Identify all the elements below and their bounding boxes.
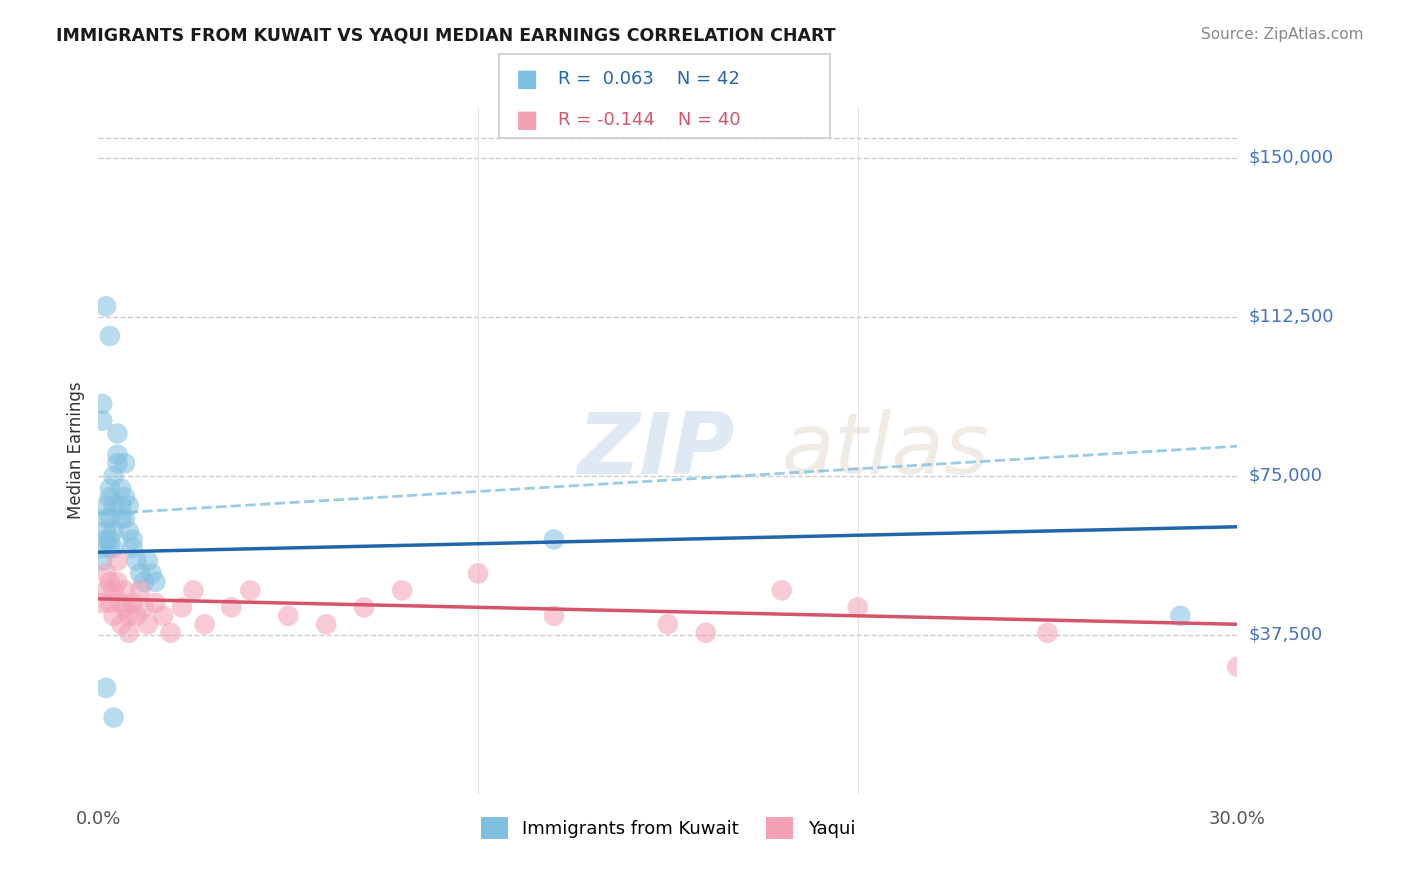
Point xyxy=(98,511,121,525)
Point xyxy=(125,608,148,623)
Point xyxy=(107,554,129,568)
Point xyxy=(129,583,152,598)
Point xyxy=(129,566,152,581)
Point xyxy=(110,617,132,632)
Point xyxy=(277,608,299,623)
Point xyxy=(91,414,114,428)
Point xyxy=(94,511,117,525)
Point xyxy=(94,499,117,513)
Point xyxy=(467,566,489,581)
Point xyxy=(543,533,565,547)
Text: IMMIGRANTS FROM KUWAIT VS YAQUI MEDIAN EARNINGS CORRELATION CHART: IMMIGRANTS FROM KUWAIT VS YAQUI MEDIAN E… xyxy=(56,27,835,45)
Text: $112,500: $112,500 xyxy=(1249,308,1334,326)
Point xyxy=(114,583,136,598)
Text: Source: ZipAtlas.com: Source: ZipAtlas.com xyxy=(1201,27,1364,42)
Point xyxy=(114,490,136,504)
Point xyxy=(221,600,243,615)
Point xyxy=(103,469,125,483)
Point xyxy=(98,596,121,610)
Point xyxy=(94,524,117,538)
Point xyxy=(91,554,114,568)
Point xyxy=(136,617,159,632)
Point xyxy=(121,596,143,610)
Point xyxy=(152,608,174,623)
Point xyxy=(103,710,125,724)
Point xyxy=(145,596,167,610)
Point xyxy=(110,511,132,525)
Point xyxy=(94,583,117,598)
Point xyxy=(132,600,155,615)
Point xyxy=(107,426,129,441)
Point xyxy=(145,574,167,589)
Point xyxy=(657,617,679,632)
Point xyxy=(125,554,148,568)
Point xyxy=(94,533,117,547)
Point xyxy=(98,574,121,589)
Point xyxy=(107,456,129,470)
Point xyxy=(1036,625,1059,640)
Point xyxy=(107,574,129,589)
Point xyxy=(110,596,132,610)
Legend: Immigrants from Kuwait, Yaqui: Immigrants from Kuwait, Yaqui xyxy=(474,810,862,847)
Point xyxy=(103,499,125,513)
Text: $150,000: $150,000 xyxy=(1249,149,1333,167)
Point xyxy=(121,533,143,547)
Point xyxy=(103,524,125,538)
Point xyxy=(239,583,262,598)
Point xyxy=(103,583,125,598)
Point xyxy=(118,524,141,538)
Point xyxy=(1226,659,1249,673)
Text: R =  0.063    N = 42: R = 0.063 N = 42 xyxy=(558,70,740,88)
Point xyxy=(118,608,141,623)
Point xyxy=(110,482,132,496)
Point xyxy=(98,533,121,547)
Point xyxy=(121,541,143,555)
Point xyxy=(98,541,121,555)
Point xyxy=(391,583,413,598)
Point xyxy=(91,596,114,610)
Point xyxy=(107,448,129,462)
Point xyxy=(159,625,181,640)
Point xyxy=(118,625,141,640)
Point xyxy=(132,574,155,589)
Point xyxy=(94,299,117,313)
Text: atlas: atlas xyxy=(782,409,990,492)
Point xyxy=(114,600,136,615)
Point xyxy=(543,608,565,623)
Text: ■: ■ xyxy=(516,67,538,91)
Point xyxy=(94,681,117,695)
Point xyxy=(98,482,121,496)
Point xyxy=(770,583,793,598)
Point xyxy=(91,397,114,411)
Point xyxy=(695,625,717,640)
Point xyxy=(103,608,125,623)
Text: $75,000: $75,000 xyxy=(1249,467,1323,485)
Point xyxy=(846,600,869,615)
Point xyxy=(91,541,114,555)
Point xyxy=(353,600,375,615)
Point xyxy=(94,566,117,581)
Point xyxy=(194,617,217,632)
Point xyxy=(1170,608,1192,623)
Text: R = -0.144    N = 40: R = -0.144 N = 40 xyxy=(558,111,741,128)
Point xyxy=(136,554,159,568)
Point xyxy=(98,490,121,504)
Text: $37,500: $37,500 xyxy=(1249,626,1323,644)
Point xyxy=(141,566,163,581)
Point xyxy=(98,329,121,343)
Point xyxy=(118,499,141,513)
Text: ZIP: ZIP xyxy=(576,409,734,492)
Text: ■: ■ xyxy=(516,108,538,132)
Point xyxy=(103,541,125,555)
Y-axis label: Median Earnings: Median Earnings xyxy=(66,382,84,519)
Point xyxy=(114,511,136,525)
Point xyxy=(114,456,136,470)
Point xyxy=(183,583,205,598)
Point xyxy=(315,617,337,632)
Point xyxy=(170,600,193,615)
Point xyxy=(110,499,132,513)
